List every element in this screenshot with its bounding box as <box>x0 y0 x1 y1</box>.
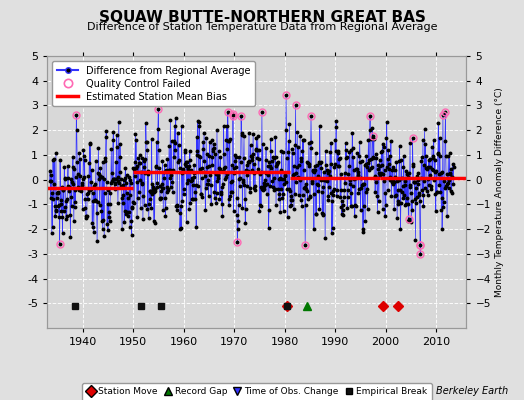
Text: SQUAW BUTTE-NORTHERN GREAT BAS: SQUAW BUTTE-NORTHERN GREAT BAS <box>99 10 425 25</box>
Text: Difference of Station Temperature Data from Regional Average: Difference of Station Temperature Data f… <box>87 22 437 32</box>
Text: Berkeley Earth: Berkeley Earth <box>436 386 508 396</box>
Legend: Station Move, Record Gap, Time of Obs. Change, Empirical Break: Station Move, Record Gap, Time of Obs. C… <box>82 383 432 400</box>
Y-axis label: Monthly Temperature Anomaly Difference (°C): Monthly Temperature Anomaly Difference (… <box>495 87 504 297</box>
